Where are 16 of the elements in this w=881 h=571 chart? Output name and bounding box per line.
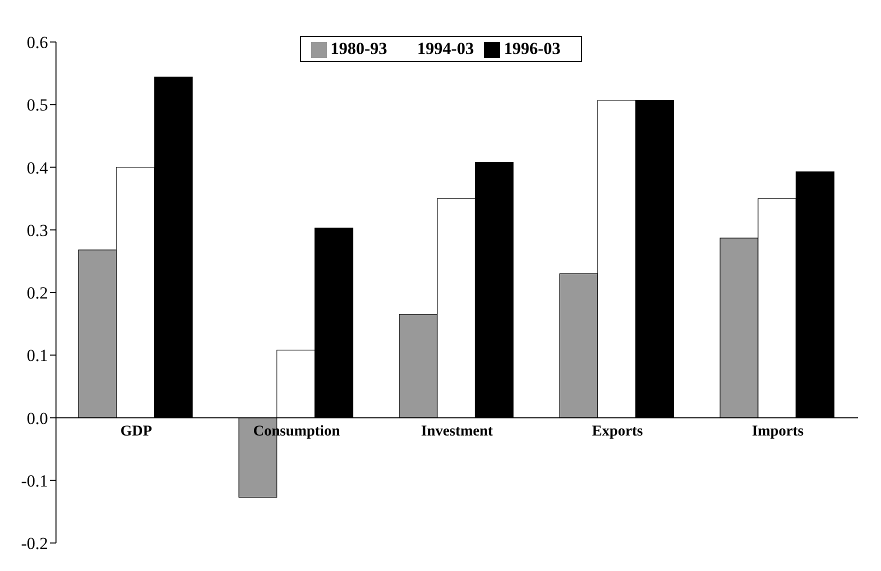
y-tick-label: 0.1 [26,346,48,366]
x-tick-label: Investment [421,423,493,440]
x-tick-label: Imports [752,423,804,440]
y-tick-label: 0.3 [26,220,48,240]
x-tick-label: Exports [592,423,643,440]
y-tick-label: 0.6 [26,33,48,52]
text: 1994-03 [417,39,474,58]
y-tick-label: 0.5 [26,96,48,115]
legend-label: 1996-03 [504,39,561,58]
y-tick-label: -0.2 [21,534,48,554]
y-tick-label: 0.4 [26,158,48,178]
y-tick-label: -0.1 [21,471,48,490]
x-tick-label: GDP [120,423,152,440]
y-tick-label: 0.2 [26,284,48,303]
y-tick-label: 0.0 [26,408,48,428]
legend-label: 1980-93 [330,39,388,58]
